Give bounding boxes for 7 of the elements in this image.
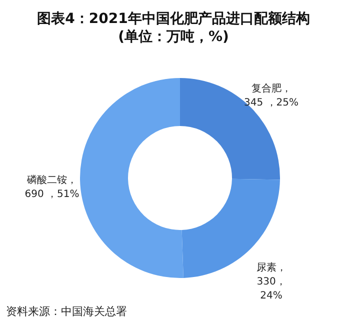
slice-label: 尿素， 330， 24%	[256, 262, 286, 302]
slice-label: 复合肥， 345 ，25%	[244, 82, 299, 108]
chart-title: 图表4：2021年中国化肥产品进口配额结构 (单位：万吨，%)	[37, 10, 310, 45]
donut-slice	[182, 178, 280, 278]
slice-label: 磷酸二铵， 690 ，51%	[24, 174, 80, 200]
donut-slice	[80, 78, 184, 278]
text: 资料来源：中国海关总署	[6, 305, 127, 318]
